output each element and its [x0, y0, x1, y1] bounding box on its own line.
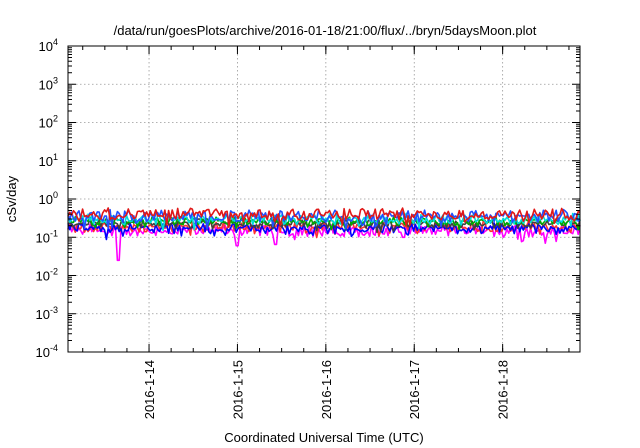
y-tick-label: 10-2 — [36, 267, 58, 284]
y-tick-label: 102 — [39, 114, 58, 131]
series-line-7 — [67, 207, 581, 229]
y-axis-label: cSv/day — [4, 175, 19, 222]
series-line-6 — [67, 208, 581, 230]
x-tick-label: 2016-1-14 — [142, 360, 157, 419]
x-tick-label: 2016-1-17 — [407, 360, 422, 419]
y-tick-label: 103 — [39, 75, 58, 92]
data-series — [67, 207, 581, 262]
y-tick-label: 10-3 — [36, 305, 58, 322]
x-tick-label: 2016-1-16 — [319, 360, 334, 419]
y-tick-label: 10-1 — [36, 228, 58, 245]
y-tick-label: 100 — [39, 190, 58, 207]
chart-title: /data/run/goesPlots/archive/2016-01-18/2… — [114, 23, 537, 38]
axis-ticks: 10-4 10-3 10-2 10-1 100 101 102 103 104 2016-1-14… — [36, 37, 580, 419]
y-tick-label: 10-4 — [36, 343, 58, 360]
grid-lines — [68, 46, 580, 352]
y-tick-label: 101 — [39, 152, 58, 169]
x-axis-label: Coordinated Universal Time (UTC) — [224, 430, 423, 445]
x-tick-label: 2016-1-18 — [496, 360, 511, 419]
y-tick-label: 104 — [39, 37, 58, 54]
series-line-2 — [67, 222, 581, 241]
x-tick-label: 2016-1-15 — [230, 360, 245, 419]
